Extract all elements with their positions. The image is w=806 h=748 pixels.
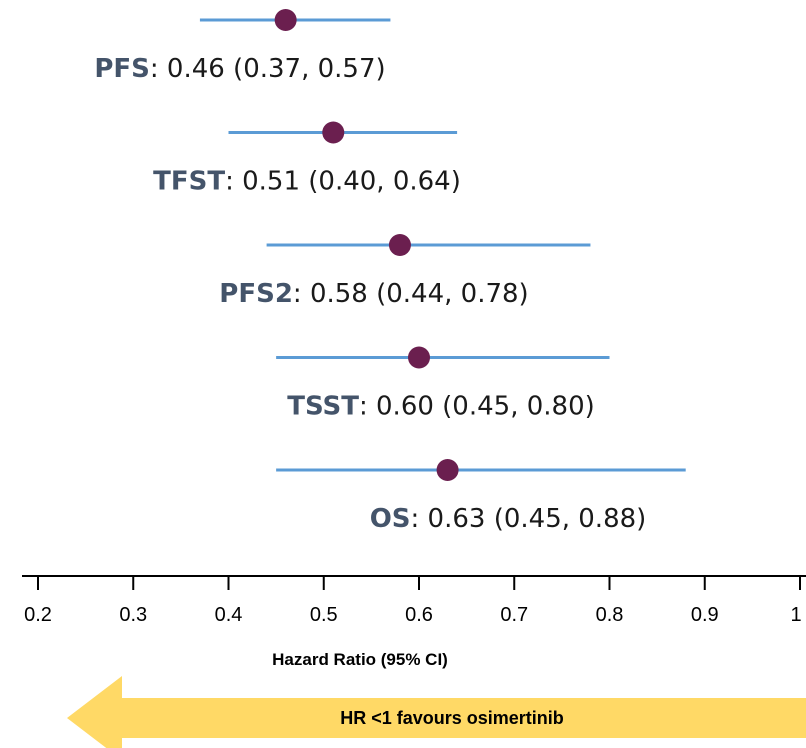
x-axis-title: Hazard Ratio (95% CI) (272, 650, 448, 669)
x-tick-label-5: 0.7 (500, 604, 528, 626)
hr-point-os (436, 459, 459, 481)
endpoint-label-tsst: TSST: 0.60 (0.45, 0.80) (287, 392, 595, 422)
endpoint-label-pfs2: PFS2: 0.58 (0.44, 0.78) (219, 279, 528, 309)
endpoint-labels: PFS: 0.46 (0.37, 0.57) TFST: 0.51 (0.40, … (94, 54, 646, 534)
x-axis-ticks: 0.2 0.3 0.4 0.5 0.6 0.7 0.8 0.9 1 (24, 576, 802, 626)
hr-point-pfs2 (388, 234, 411, 256)
endpoint-name-tfst: TFST (153, 167, 225, 197)
endpoint-value-tsst: : 0.60 (0.45, 0.80) (359, 392, 595, 422)
endpoint-name-tsst: TSST (287, 392, 359, 422)
x-tick-label-7: 0.9 (691, 604, 719, 626)
endpoint-value-tfst: : 0.51 (0.40, 0.64) (225, 167, 461, 197)
hazard-ratio-points (274, 9, 459, 481)
hr-point-tsst (408, 346, 430, 369)
hr-point-tfst (322, 121, 345, 144)
x-tick-label-6: 0.8 (596, 604, 624, 626)
endpoint-label-tfst: TFST: 0.51 (0.40, 0.64) (153, 167, 461, 197)
endpoint-value-os: : 0.63 (0.45, 0.88) (411, 504, 647, 534)
endpoint-label-pfs: PFS: 0.46 (0.37, 0.57) (94, 54, 385, 84)
endpoint-value-pfs: : 0.46 (0.37, 0.57) (150, 54, 386, 84)
hr-point-pfs (274, 9, 297, 31)
endpoint-name-os: OS (370, 504, 411, 534)
endpoint-value-pfs2: : 0.58 (0.44, 0.78) (293, 279, 529, 309)
x-tick-label-2: 0.4 (215, 604, 243, 626)
endpoint-name-pfs: PFS (94, 54, 150, 84)
x-tick-label-4: 0.6 (405, 604, 433, 626)
endpoint-name-pfs2: PFS2 (219, 279, 293, 309)
x-tick-label-3: 0.5 (310, 604, 338, 626)
favours-arrow (67, 676, 806, 748)
x-tick-label-1: 0.3 (119, 604, 147, 626)
favours-arrow-label: HR <1 favours osimertinib (340, 708, 564, 728)
x-tick-label-0: 0.2 (24, 604, 52, 626)
x-tick-label-8: 1 (790, 604, 801, 626)
endpoint-label-os: OS: 0.63 (0.45, 0.88) (370, 504, 647, 534)
